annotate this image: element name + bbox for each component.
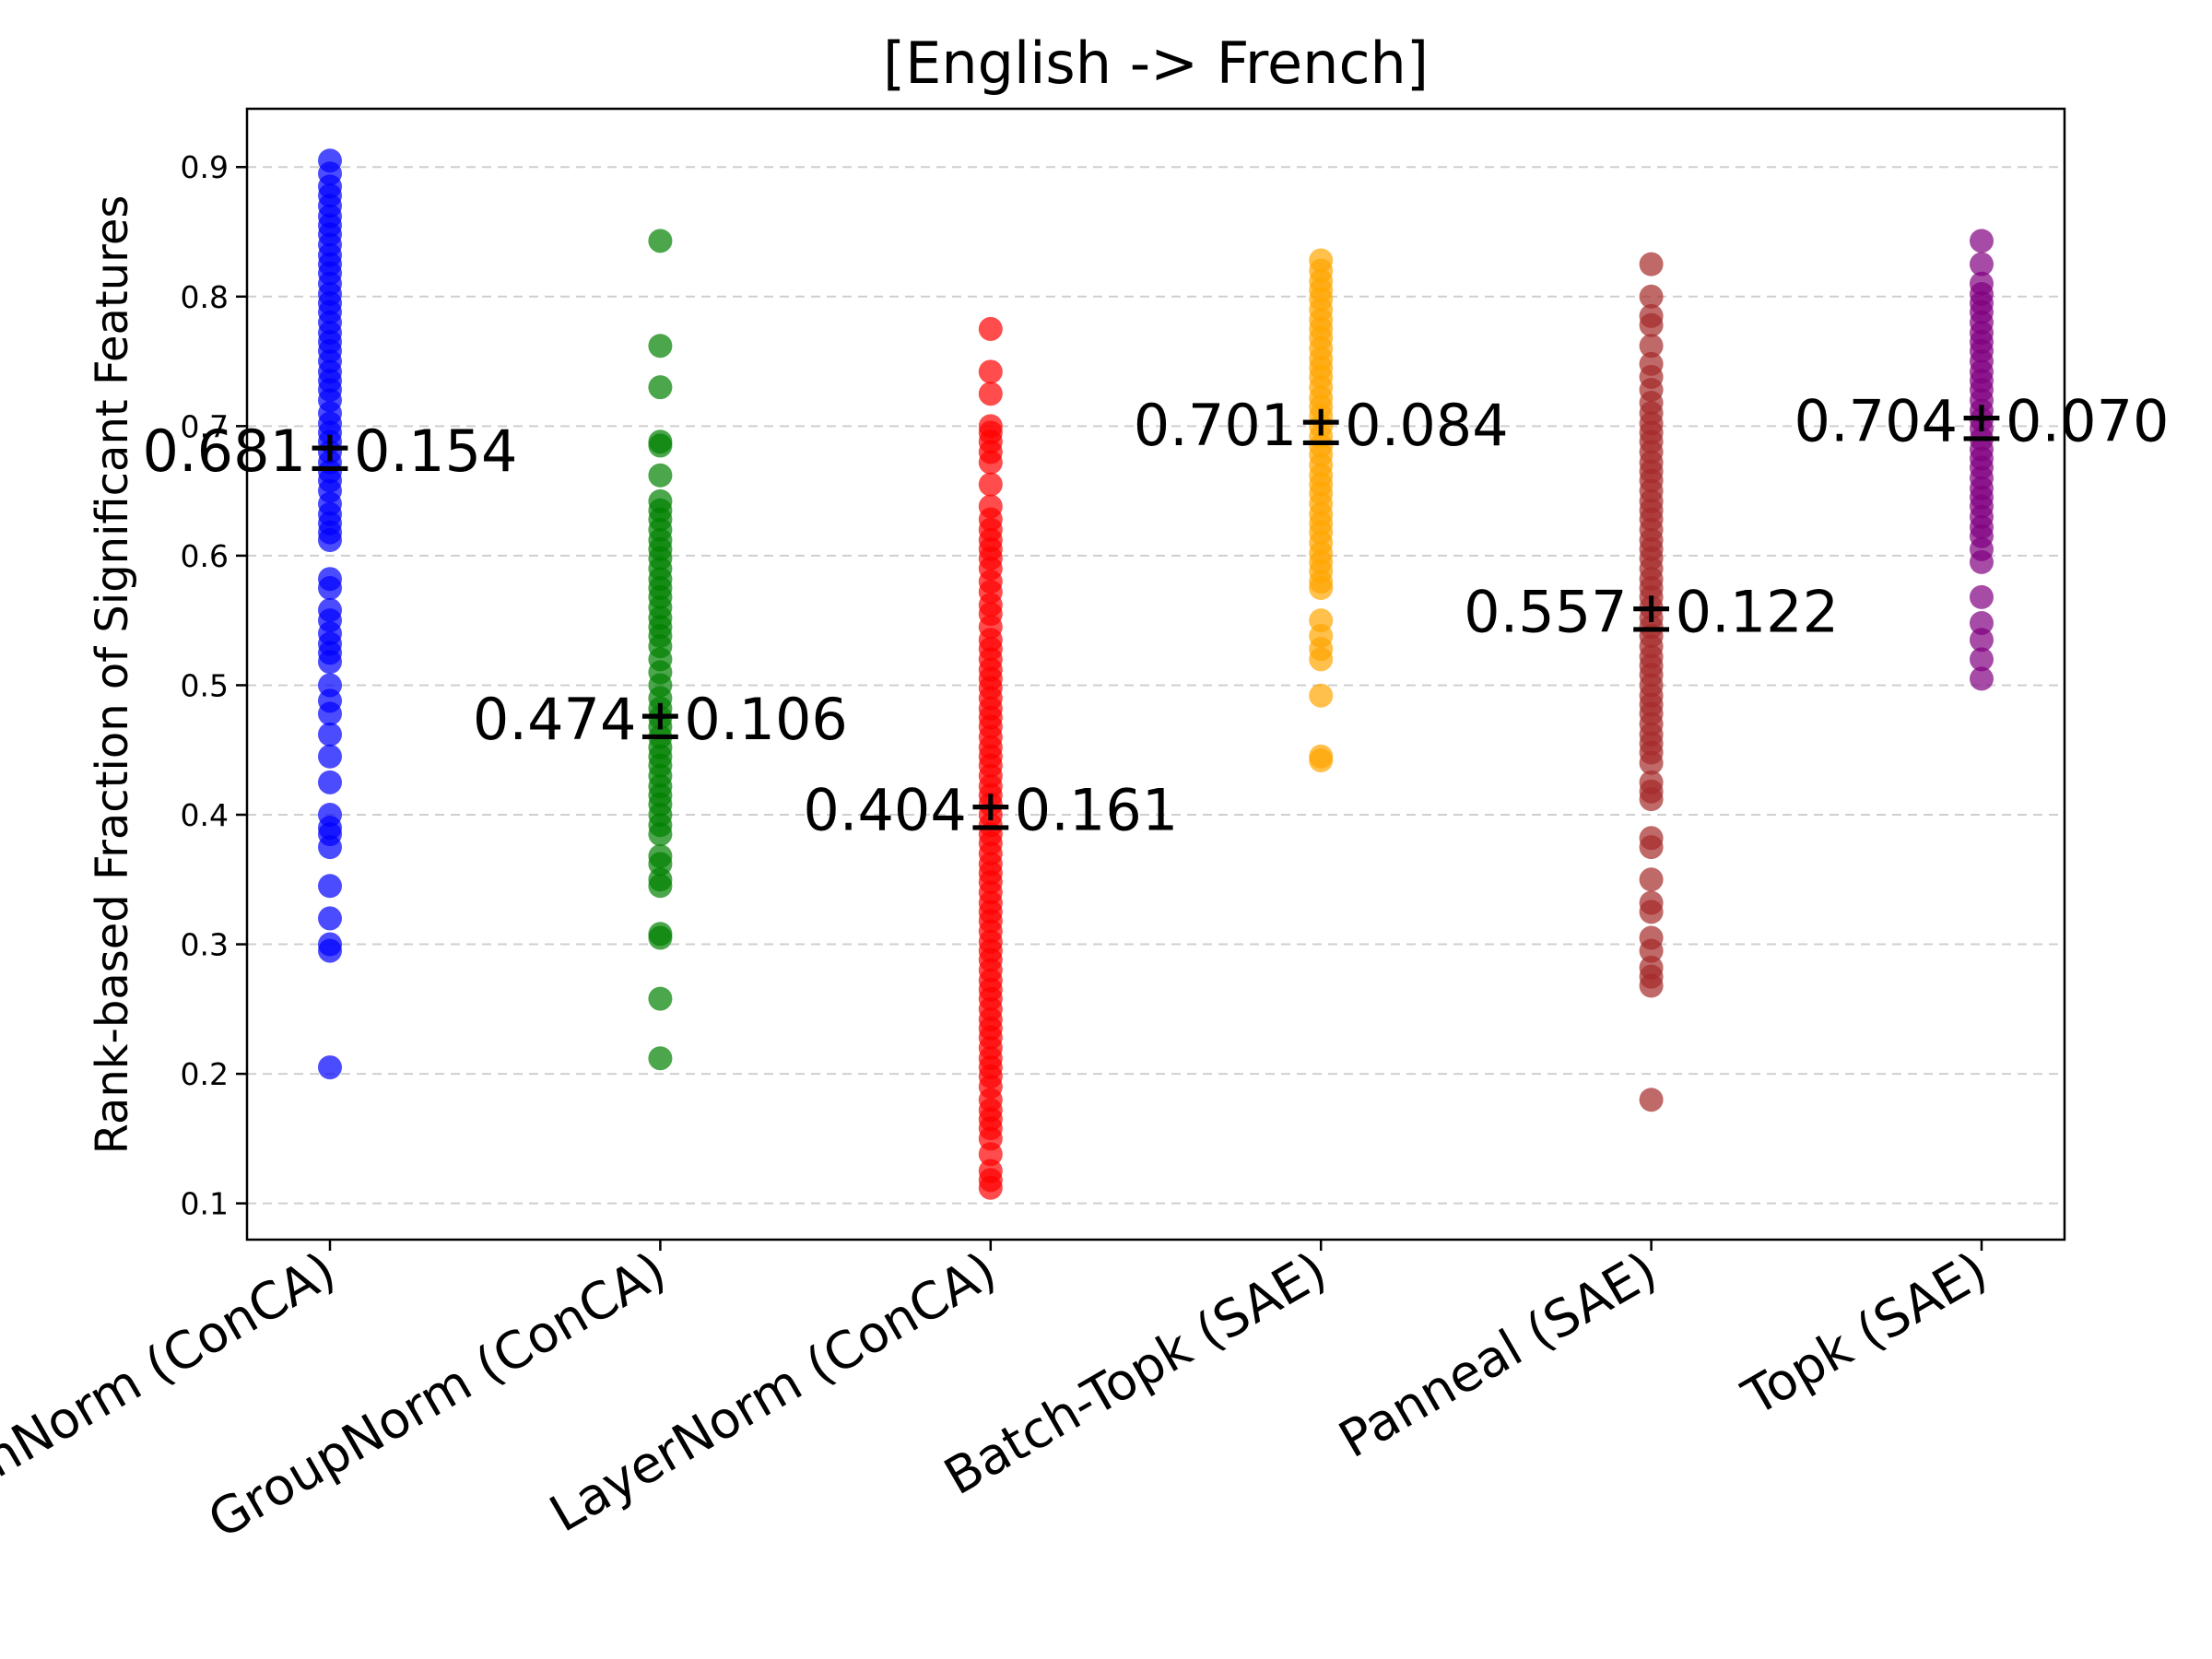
data-point [648, 334, 673, 359]
data-point [1309, 576, 1334, 601]
data-points [318, 148, 1994, 1200]
data-point [1970, 229, 1994, 253]
data-point [648, 375, 673, 400]
y-tick-label: 0.5 [181, 667, 229, 703]
data-point [1309, 747, 1334, 772]
data-point [978, 1142, 1003, 1167]
data-point [318, 722, 342, 747]
x-tick-label: Panneal (SAE) [1329, 1241, 1666, 1469]
mean-std-annotation: 0.474±0.106 [473, 686, 848, 753]
data-point [1639, 900, 1664, 924]
y-tick-label: 0.2 [181, 1056, 229, 1092]
data-point [1970, 628, 1994, 653]
data-point [318, 576, 342, 601]
data-point [648, 229, 673, 253]
y-axis: 0.1 0.2 0.3 0.4 0.5 0.6 0.7 0.8 0.9 [181, 149, 247, 1222]
data-point [978, 359, 1003, 384]
mean-std-annotation: 0.557±0.122 [1464, 578, 1839, 645]
data-point [1639, 835, 1664, 860]
data-point [1639, 252, 1664, 276]
y-axis-label: Rank-based Fraction of Significant Featu… [87, 195, 138, 1155]
y-tick-label: 0.3 [181, 927, 229, 963]
mean-std-annotation: 0.701±0.084 [1134, 392, 1509, 459]
data-point [1970, 647, 1994, 672]
data-point [1970, 252, 1994, 276]
data-point [978, 316, 1003, 341]
data-point [978, 450, 1003, 475]
data-point [1639, 938, 1664, 963]
mean-std-annotation: 0.681±0.154 [143, 418, 518, 485]
data-point [1639, 973, 1664, 998]
y-tick-label: 0.6 [181, 538, 229, 574]
data-point [978, 382, 1003, 406]
data-point [1970, 666, 1994, 691]
plot-frame [245, 107, 2066, 1241]
data-point [1639, 334, 1664, 359]
data-point [318, 835, 342, 860]
data-point [1309, 683, 1334, 708]
data-point [318, 744, 342, 769]
data-point [1639, 787, 1664, 812]
data-point [1309, 647, 1334, 672]
data-point [318, 938, 342, 963]
mean-std-annotation: 0.404±0.161 [803, 776, 1178, 843]
data-point [648, 1046, 673, 1071]
annotations: 0.681±0.154 0.474±0.106 0.404±0.161 0.701±0… [143, 388, 2170, 844]
data-point [648, 874, 673, 899]
data-point [1970, 549, 1994, 574]
y-tick-label: 0.9 [181, 149, 229, 185]
data-point [1970, 610, 1994, 635]
data-point [648, 433, 673, 458]
grid-lines [247, 166, 2065, 1205]
data-point [648, 822, 673, 847]
data-point [648, 925, 673, 950]
x-axis: BatchNorm (ConCA)GroupNorm (ConCA)LayerN… [0, 1240, 1997, 1550]
chart-title: [English -> French] [883, 29, 1429, 97]
data-point [318, 1055, 342, 1080]
data-point [318, 770, 342, 794]
data-point [978, 1175, 1003, 1200]
mean-std-annotation: 0.704±0.070 [1794, 388, 2170, 455]
x-tick-label: Topk (SAE) [1733, 1241, 1997, 1428]
data-point [318, 528, 342, 553]
y-tick-label: 0.8 [181, 279, 229, 315]
data-point [1639, 867, 1664, 892]
data-point [318, 650, 342, 675]
y-tick-label: 0.7 [181, 408, 229, 444]
data-point [648, 986, 673, 1011]
data-point [978, 472, 1003, 497]
data-point [648, 463, 673, 488]
y-tick-label: 0.1 [181, 1186, 229, 1222]
data-point [318, 906, 342, 931]
data-point [1639, 750, 1664, 775]
data-point [318, 874, 342, 899]
data-point [1639, 1088, 1664, 1112]
data-point [1970, 584, 1994, 609]
data-point [318, 701, 342, 726]
y-tick-label: 0.4 [181, 797, 229, 833]
data-point [1639, 312, 1664, 337]
data-point [1639, 284, 1664, 309]
